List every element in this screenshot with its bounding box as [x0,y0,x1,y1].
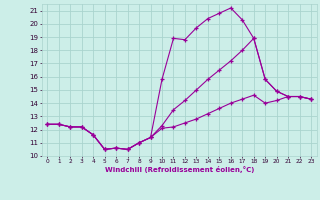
X-axis label: Windchill (Refroidissement éolien,°C): Windchill (Refroidissement éolien,°C) [105,166,254,173]
